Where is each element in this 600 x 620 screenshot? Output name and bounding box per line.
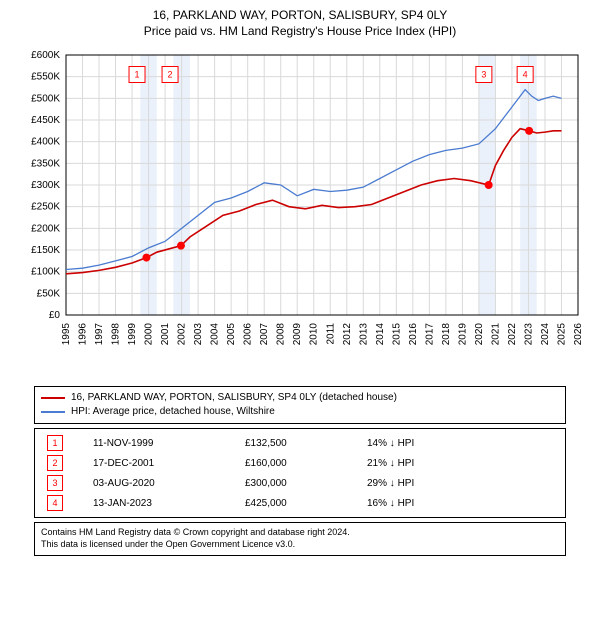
- svg-text:2024: 2024: [540, 323, 551, 346]
- svg-text:2005: 2005: [226, 323, 237, 346]
- svg-text:2019: 2019: [457, 323, 468, 346]
- event-date: 03-AUG-2020: [87, 473, 239, 493]
- svg-text:£350K: £350K: [31, 159, 60, 170]
- svg-text:2023: 2023: [523, 323, 534, 346]
- svg-text:1999: 1999: [127, 323, 138, 346]
- svg-text:2021: 2021: [490, 323, 501, 346]
- svg-text:2011: 2011: [325, 323, 336, 345]
- event-delta: 21% ↓ HPI: [361, 453, 559, 473]
- svg-text:£600K: £600K: [31, 50, 60, 61]
- svg-text:2017: 2017: [424, 323, 435, 346]
- legend-label: HPI: Average price, detached house, Wilt…: [71, 405, 275, 419]
- event-badge: 4: [47, 495, 63, 511]
- legend-row: 16, PARKLAND WAY, PORTON, SALISBURY, SP4…: [41, 391, 559, 405]
- svg-text:2015: 2015: [391, 323, 402, 346]
- svg-text:2010: 2010: [309, 323, 320, 346]
- legend-swatch-hpi: [41, 411, 65, 413]
- svg-text:£450K: £450K: [31, 115, 60, 126]
- event-delta: 14% ↓ HPI: [361, 433, 559, 453]
- event-price: £300,000: [239, 473, 361, 493]
- svg-text:£300K: £300K: [31, 180, 60, 191]
- event-row: 1 11-NOV-1999£132,50014% ↓ HPI: [41, 433, 559, 453]
- svg-text:3: 3: [481, 70, 486, 80]
- svg-text:2003: 2003: [193, 323, 204, 346]
- event-row: 2 17-DEC-2001£160,00021% ↓ HPI: [41, 453, 559, 473]
- credits-line: This data is licensed under the Open Gov…: [41, 539, 559, 551]
- svg-text:2014: 2014: [375, 323, 386, 346]
- event-badge: 3: [47, 475, 63, 491]
- svg-text:1996: 1996: [78, 323, 89, 346]
- svg-text:2018: 2018: [441, 323, 452, 346]
- svg-text:4: 4: [523, 70, 528, 80]
- chart: £0 £50K £100K £150K £200K £250K £300K £350K £400…: [12, 45, 588, 380]
- event-date: 17-DEC-2001: [87, 453, 239, 473]
- svg-text:1: 1: [135, 70, 140, 80]
- svg-text:£500K: £500K: [31, 94, 60, 105]
- legend-row: HPI: Average price, detached house, Wilt…: [41, 405, 559, 419]
- svg-text:2008: 2008: [276, 323, 287, 346]
- event-delta: 16% ↓ HPI: [361, 493, 559, 513]
- chart-svg: £0 £50K £100K £150K £200K £250K £300K £350K £400…: [12, 45, 588, 375]
- svg-text:£100K: £100K: [31, 267, 60, 278]
- svg-text:£250K: £250K: [31, 202, 60, 213]
- svg-text:£400K: £400K: [31, 137, 60, 148]
- svg-text:£150K: £150K: [31, 245, 60, 256]
- svg-text:2020: 2020: [474, 323, 485, 346]
- event-price: £132,500: [239, 433, 361, 453]
- event-delta: 29% ↓ HPI: [361, 473, 559, 493]
- svg-text:1995: 1995: [61, 323, 72, 346]
- event-badge: 1: [47, 435, 63, 451]
- legend-swatch-property: [41, 397, 65, 399]
- event-row: 3 03-AUG-2020£300,00029% ↓ HPI: [41, 473, 559, 493]
- svg-text:£50K: £50K: [37, 289, 61, 300]
- svg-text:£200K: £200K: [31, 224, 60, 235]
- svg-text:2016: 2016: [408, 323, 419, 346]
- svg-text:£0: £0: [49, 310, 61, 321]
- svg-text:2000: 2000: [144, 323, 155, 346]
- events-table: 1 11-NOV-1999£132,50014% ↓ HPI 2 17-DEC-200…: [34, 428, 566, 518]
- event-price: £160,000: [239, 453, 361, 473]
- event-date: 13-JAN-2023: [87, 493, 239, 513]
- event-badge: 2: [47, 455, 63, 471]
- svg-text:2007: 2007: [259, 323, 270, 346]
- svg-text:1997: 1997: [94, 323, 105, 346]
- svg-text:1998: 1998: [111, 323, 122, 346]
- svg-text:2013: 2013: [358, 323, 369, 346]
- legend: 16, PARKLAND WAY, PORTON, SALISBURY, SP4…: [34, 386, 566, 424]
- svg-text:2004: 2004: [210, 323, 221, 346]
- title-line-1: 16, PARKLAND WAY, PORTON, SALISBURY, SP4…: [12, 8, 588, 24]
- svg-text:2012: 2012: [342, 323, 353, 346]
- svg-text:2002: 2002: [177, 323, 188, 346]
- event-row: 4 13-JAN-2023£425,00016% ↓ HPI: [41, 493, 559, 513]
- event-date: 11-NOV-1999: [87, 433, 239, 453]
- credits: Contains HM Land Registry data © Crown c…: [34, 522, 566, 555]
- event-price: £425,000: [239, 493, 361, 513]
- svg-text:£550K: £550K: [31, 72, 60, 83]
- svg-text:2025: 2025: [556, 323, 567, 346]
- svg-text:2022: 2022: [507, 323, 518, 346]
- title-line-2: Price paid vs. HM Land Registry's House …: [12, 24, 588, 40]
- svg-text:2: 2: [168, 70, 173, 80]
- svg-text:2026: 2026: [573, 323, 584, 346]
- svg-text:2001: 2001: [160, 323, 171, 346]
- legend-label: 16, PARKLAND WAY, PORTON, SALISBURY, SP4…: [71, 391, 397, 405]
- svg-text:2006: 2006: [243, 323, 254, 346]
- credits-line: Contains HM Land Registry data © Crown c…: [41, 527, 559, 539]
- svg-text:2009: 2009: [292, 323, 303, 346]
